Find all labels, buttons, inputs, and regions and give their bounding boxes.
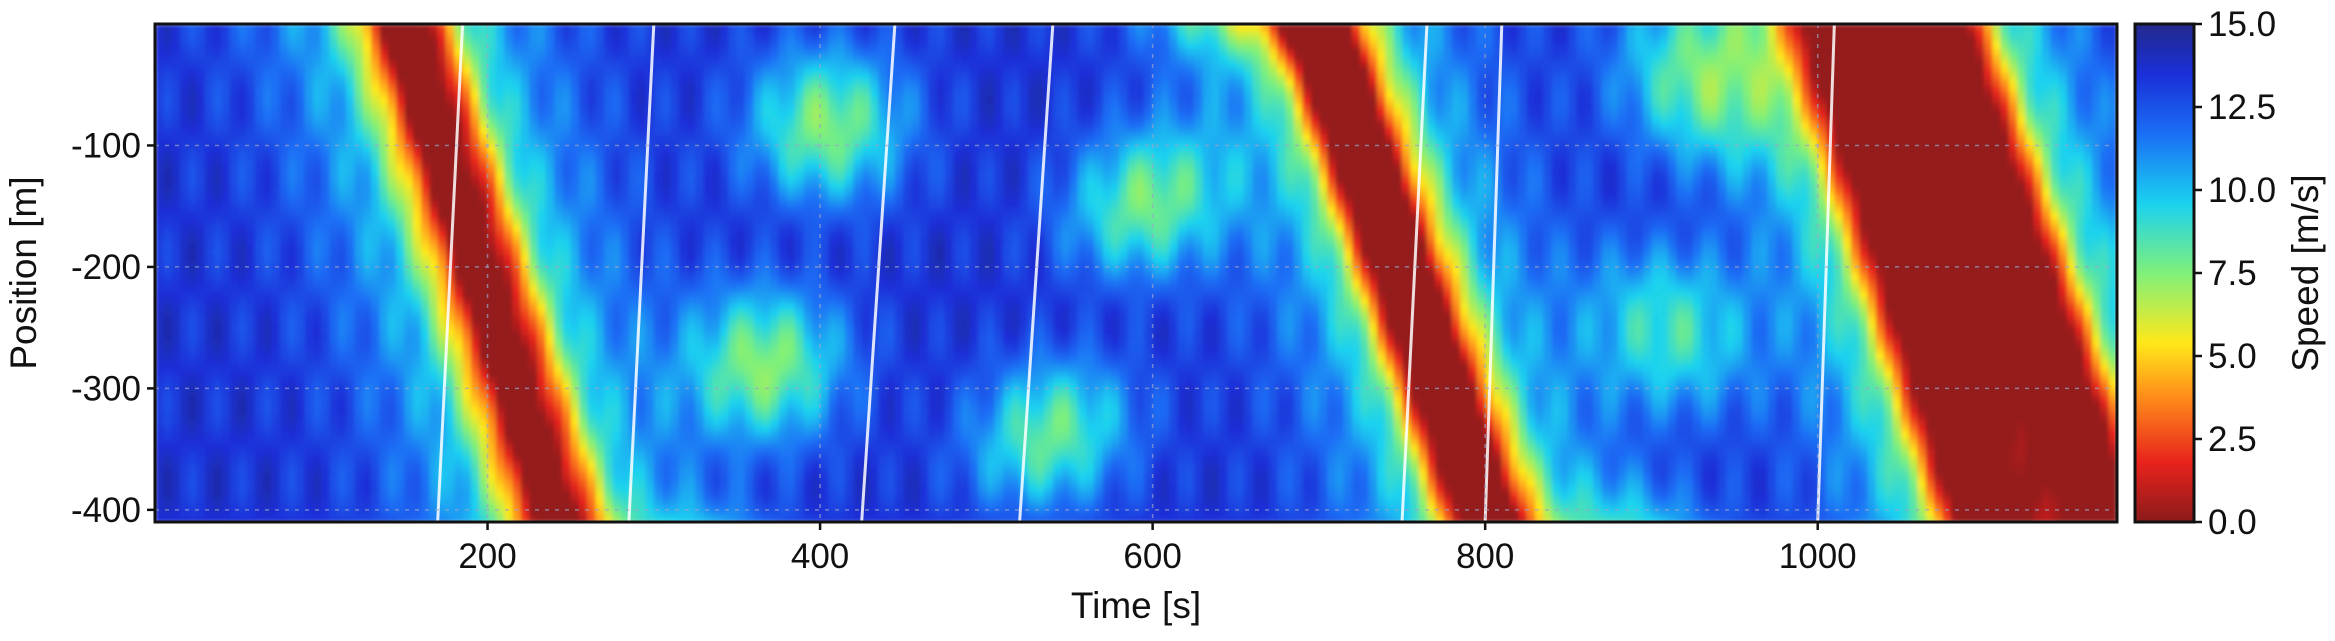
y-axis-label: Position [m] [3,176,44,369]
x-tick-label: 200 [458,537,516,576]
colorbar [2135,24,2194,522]
colorbar-tick-label: 5.0 [2208,337,2257,376]
colorbar-tick-label: 0.0 [2208,503,2257,542]
x-axis-label: Time [s] [1071,585,1201,626]
y-tick-label: -400 [71,491,141,530]
y-tick-label: -300 [71,369,141,408]
colorbar-tick-label: 7.5 [2208,254,2257,293]
y-tick-label: -100 [71,126,141,165]
x-tick-label: 400 [791,537,849,576]
y-tick-label: -200 [71,248,141,287]
speed-field [155,24,2118,523]
x-axis-ticks: 200 400 600 800 1000 [458,522,1856,576]
colorbar-ticks: 0.0 2.5 5.0 7.5 10.0 12.5 15.0 [2194,5,2276,542]
colorbar-tick-label: 10.0 [2208,171,2276,210]
colorbar-tick-label: 2.5 [2208,420,2257,459]
x-tick-label: 600 [1123,537,1181,576]
y-axis-ticks: -100 -200 -300 -400 [71,126,155,529]
colorbar-tick-label: 15.0 [2208,5,2276,44]
colorbar-label: Speed [m/s] [2285,174,2326,371]
x-tick-label: 800 [1456,537,1514,576]
colorbar-tick-label: 12.5 [2208,88,2276,127]
x-tick-label: 1000 [1779,537,1857,576]
